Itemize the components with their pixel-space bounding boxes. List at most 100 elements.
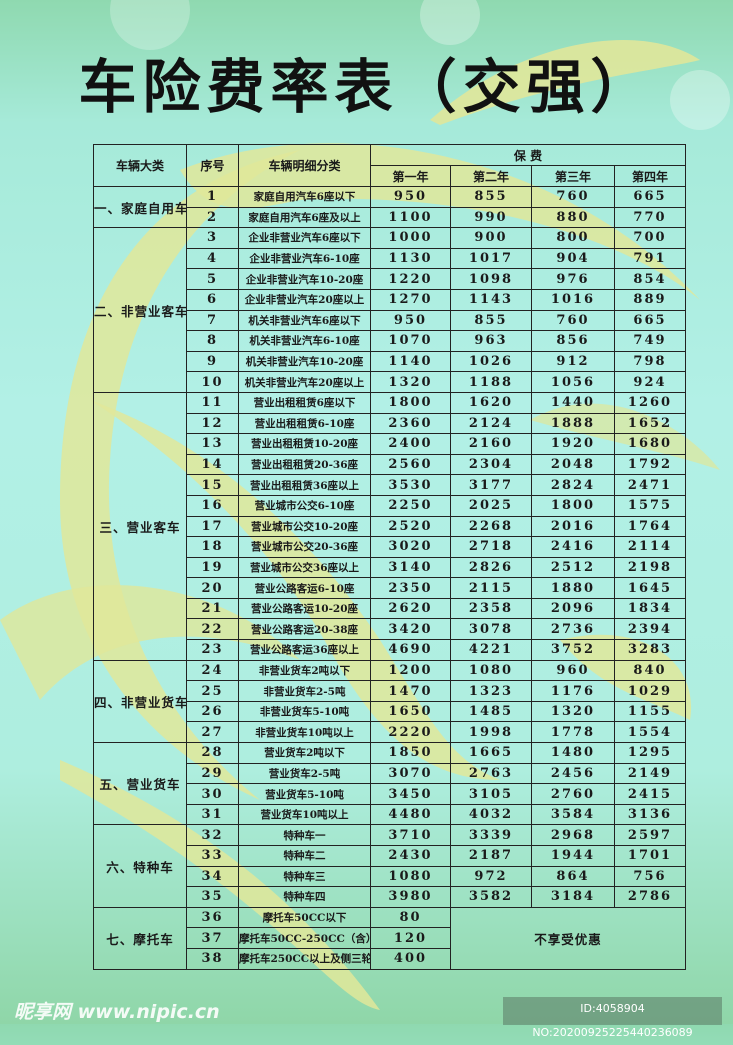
vehicle-detail: 营业出租租赁20-36座 — [238, 453, 371, 476]
table-row: 16 营业城市公交6-10座 2250 2025 1800 1575 — [94, 494, 686, 517]
row-number: 20 — [186, 577, 239, 599]
premium-year-3: 1778 — [531, 721, 615, 744]
premium-year-3: 3184 — [531, 886, 615, 908]
row-number: 8 — [186, 330, 239, 352]
premium-year-1: 2560 — [370, 453, 451, 476]
premium-year-1: 3140 — [370, 556, 451, 579]
table-row: 23 营业公路客运36座以上 4690 4221 3752 3283 — [94, 639, 686, 661]
premium-year-2: 972 — [450, 865, 532, 888]
vehicle-detail: 营业城市公交20-36座 — [238, 536, 371, 558]
premium-year-1: 1850 — [370, 742, 451, 764]
premium-year-4: 2114 — [614, 536, 686, 558]
watermark-id: ID:4058904 NO:20200925225440236089 — [503, 997, 722, 1039]
premium-year-2: 2160 — [450, 433, 532, 455]
premium-year-1: 3980 — [370, 886, 451, 908]
row-number: 22 — [186, 618, 239, 641]
table-row: 四、非营业货车 24 非营业货车2吨以下 1200 1080 960 840 — [93, 659, 686, 744]
premium-year-1: 4690 — [370, 639, 451, 661]
premium-year-3: 2760 — [531, 783, 615, 805]
premium-year-2: 855 — [450, 186, 532, 208]
row-number: 15 — [186, 474, 239, 496]
premium-year-1: 2620 — [370, 597, 451, 620]
premium-year-2: 3078 — [450, 618, 532, 641]
premium-year-3: 2416 — [531, 536, 615, 558]
table-row: 三、营业客车 11 营业出租租赁6座以下 1800 1620 1440 1260 — [93, 391, 686, 661]
premium-rate-table: 车辆大类 序号 车辆明细分类 保 费 第一年 第二年 第三年 第四年 一、家庭自… — [93, 144, 686, 970]
vehicle-detail: 营业货车10吨以上 — [238, 803, 371, 826]
premium-year-3: 800 — [531, 227, 615, 249]
vehicle-detail: 企业非营业汽车6座以下 — [238, 227, 371, 249]
premium-year-1: 3710 — [370, 824, 451, 846]
header-category: 车辆大类 — [93, 144, 187, 187]
premium-year-1: 1270 — [370, 288, 451, 311]
vehicle-detail: 营业城市公交10-20座 — [238, 515, 371, 538]
row-number: 13 — [186, 433, 239, 455]
row-number: 32 — [186, 824, 239, 846]
premium-year-4: 1652 — [614, 412, 686, 435]
row-number: 30 — [186, 783, 239, 805]
premium-year-4: 665 — [614, 309, 686, 332]
table-row: 8 机关非营业汽车6-10座 1070 963 856 749 — [94, 330, 686, 352]
premium-year-1: 400 — [370, 947, 451, 970]
premium-year-1: 1070 — [370, 330, 451, 352]
premium-year-3: 1920 — [531, 433, 615, 455]
vehicle-detail: 营业货车2-5吨 — [238, 762, 371, 785]
premium-year-1: 1650 — [370, 700, 451, 723]
premium-year-1: 2220 — [370, 721, 451, 744]
page-title: 车险费率表（交强） — [78, 53, 655, 121]
header-year-3: 第三年 — [531, 165, 615, 187]
premium-year-3: 2512 — [531, 556, 615, 579]
table-row: 27 非营业货车10吨以上 2220 1998 1778 1554 — [94, 721, 686, 744]
row-number: 2 — [186, 206, 239, 229]
vehicle-detail: 企业非营业汽车6-10座 — [238, 247, 371, 270]
premium-year-1: 1800 — [370, 391, 451, 414]
category-cell: 七、摩托车 — [93, 906, 187, 970]
premium-year-3: 2048 — [531, 453, 615, 476]
premium-year-1: 1000 — [370, 227, 451, 249]
premium-year-4: 700 — [614, 227, 686, 249]
category-cell: 六、特种车 — [93, 824, 187, 908]
premium-year-1: 3530 — [370, 474, 451, 496]
premium-year-4: 1680 — [614, 433, 686, 455]
premium-year-3: 976 — [531, 268, 615, 290]
premium-year-1: 3420 — [370, 618, 451, 641]
premium-year-2: 2763 — [450, 762, 532, 785]
row-number: 23 — [186, 639, 239, 661]
vehicle-detail: 摩托车50CC以下 — [238, 906, 371, 929]
header-premium: 保 费 — [370, 144, 686, 166]
vehicle-detail: 非营业货车2-5吨 — [238, 680, 371, 702]
premium-year-1: 1100 — [370, 206, 451, 229]
premium-year-3: 1888 — [531, 412, 615, 435]
row-number: 9 — [186, 350, 239, 373]
table-row: 七、摩托车 36 摩托车50CC以下 80 不享受优惠 — [93, 906, 686, 970]
vehicle-detail: 营业货车5-10吨 — [238, 783, 371, 805]
premium-year-2: 2115 — [450, 577, 532, 599]
premium-year-1: 1080 — [370, 865, 451, 888]
row-number: 7 — [186, 309, 239, 332]
premium-year-3: 2736 — [531, 618, 615, 641]
premium-year-2: 2187 — [450, 845, 532, 867]
premium-year-2: 1098 — [450, 268, 532, 290]
table-row: 10 机关非营业汽车20座以上 1320 1188 1056 924 — [94, 371, 686, 393]
vehicle-detail: 摩托车50CC-250CC（含） — [238, 927, 371, 949]
premium-year-3: 1440 — [531, 391, 615, 414]
category-cell: 五、营业货车 — [93, 742, 187, 826]
category-cell: 一、家庭自用车 — [93, 185, 187, 229]
premium-year-1: 1140 — [370, 350, 451, 373]
row-number: 11 — [186, 391, 239, 414]
premium-year-4: 840 — [614, 659, 686, 682]
table-row: 14 营业出租租赁20-36座 2560 2304 2048 1792 — [94, 453, 686, 476]
premium-year-3: 880 — [531, 206, 615, 229]
table-row: 35 特种车四 3980 3582 3184 2786 — [94, 886, 686, 908]
row-number: 31 — [186, 803, 239, 826]
premium-year-1: 950 — [370, 309, 451, 332]
premium-year-1: 1470 — [370, 680, 451, 702]
premium-year-1: 80 — [370, 906, 451, 929]
premium-year-4: 2198 — [614, 556, 686, 579]
row-number: 4 — [186, 247, 239, 270]
table-row: 25 非营业货车2-5吨 1470 1323 1176 1029 — [94, 680, 686, 702]
premium-year-3: 856 — [531, 330, 615, 352]
table-row: 一、家庭自用车 1 家庭自用汽车6座以下 950 855 760 665 — [93, 185, 686, 229]
premium-year-2: 963 — [450, 330, 532, 352]
premium-year-1: 2430 — [370, 845, 451, 867]
